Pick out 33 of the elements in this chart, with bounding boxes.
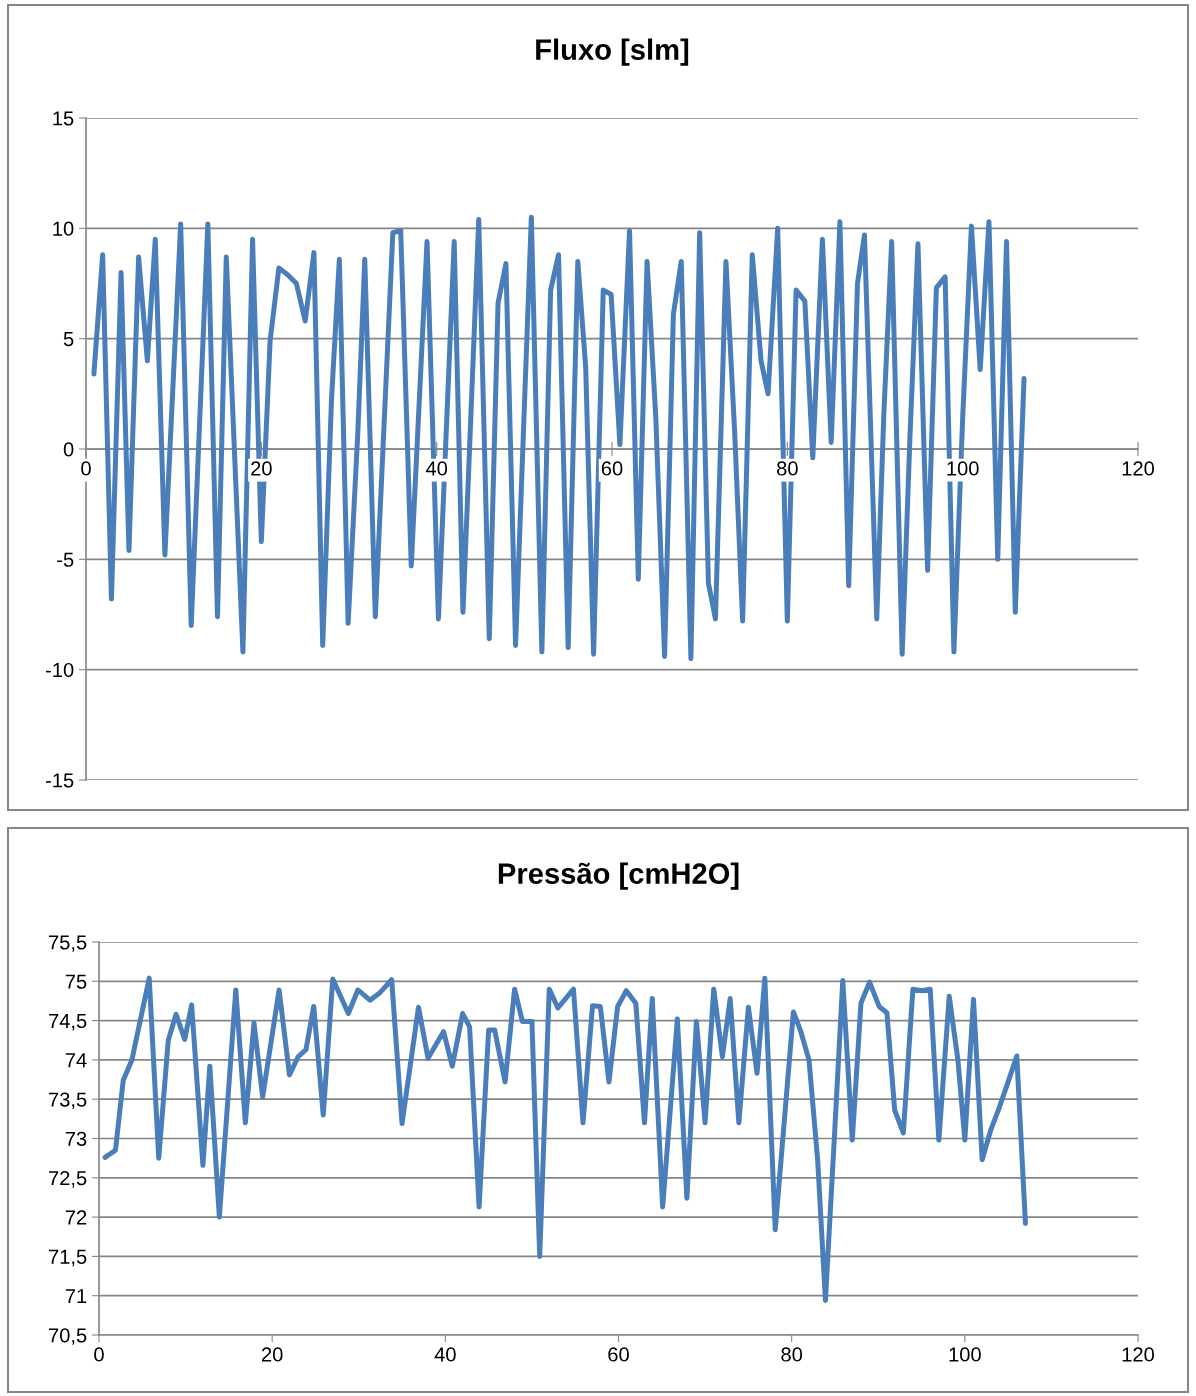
y-tick-label: -15 bbox=[45, 773, 74, 788]
y-tick-label: 72 bbox=[65, 1210, 87, 1225]
x-tick-label: 20 bbox=[251, 461, 272, 476]
chart-title: Fluxo [slm] bbox=[536, 38, 689, 66]
x-tick-label: 0 bbox=[94, 1347, 104, 1362]
y-tick-label: 73,5 bbox=[49, 1092, 87, 1110]
x-tick-label: 60 bbox=[601, 461, 623, 476]
y-tick-label: 15 bbox=[53, 111, 74, 126]
x-tick-label: 60 bbox=[608, 1347, 629, 1362]
x-tick-label: 100 bbox=[949, 1347, 981, 1362]
y-tick-label: 74,5 bbox=[49, 1014, 87, 1031]
x-tick-label: 80 bbox=[777, 461, 798, 476]
x-tick-label: 120 bbox=[1122, 461, 1155, 476]
y-tick-label: 73 bbox=[65, 1131, 87, 1146]
x-tick-label: 20 bbox=[261, 1347, 283, 1362]
x-tick-label: 80 bbox=[781, 1347, 803, 1362]
chart-title: Pressão [cmH2O] bbox=[498, 862, 739, 890]
x-tick-label: 100 bbox=[947, 461, 979, 476]
y-tick-label: 70,5 bbox=[49, 1328, 87, 1345]
y-tick-label: 5 bbox=[63, 332, 74, 347]
x-tick-label: 40 bbox=[425, 461, 448, 476]
y-tick-label: -10 bbox=[45, 662, 74, 678]
y-tick-label: 74 bbox=[65, 1053, 87, 1068]
y-tick-label: 75 bbox=[65, 974, 87, 989]
y-tick-label: 71,5 bbox=[49, 1249, 87, 1267]
y-tick-label: -5 bbox=[57, 552, 74, 567]
x-tick-label: 40 bbox=[434, 1347, 456, 1362]
y-tick-label: 0 bbox=[63, 442, 74, 457]
y-tick-label: 71 bbox=[65, 1289, 87, 1303]
x-tick-label: 120 bbox=[1122, 1347, 1155, 1362]
y-tick-label: 75,5 bbox=[49, 935, 87, 952]
y-tick-label: 72,5 bbox=[49, 1171, 87, 1188]
y-tick-label: 10 bbox=[53, 221, 74, 236]
